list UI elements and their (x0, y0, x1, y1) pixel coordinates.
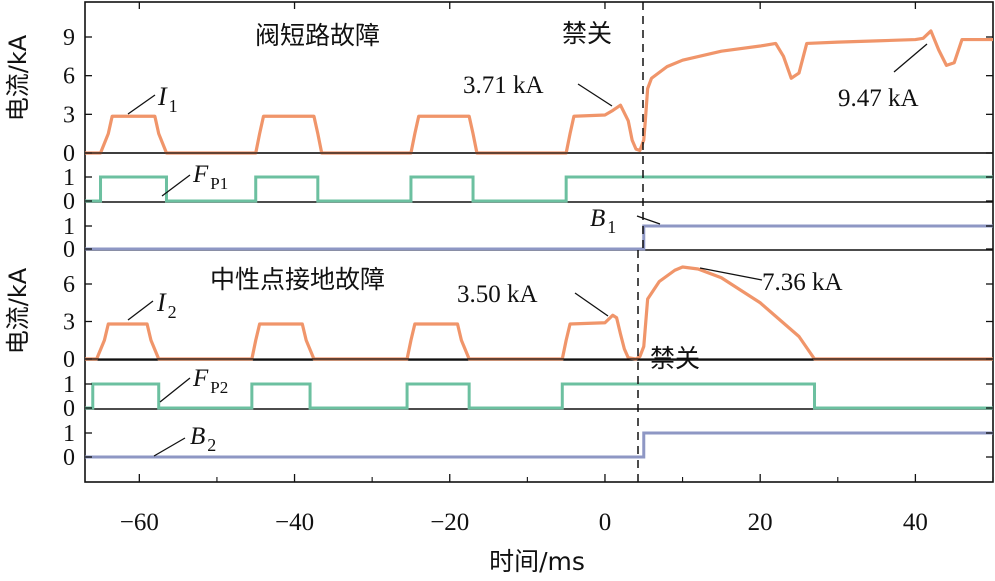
annotation-block-upper: 禁关 (562, 19, 612, 48)
y-tick-label: 1 (63, 421, 75, 447)
leader-7-36 (699, 267, 763, 281)
panel-i1-title: 阀短路故障 (255, 21, 380, 50)
y-tick-label: 1 (63, 165, 75, 191)
leader-9-47 (893, 43, 928, 73)
annotation-9-47: 9.47 kA (838, 85, 919, 112)
series-i1 (85, 29, 993, 155)
x-tick-label: −60 (120, 509, 159, 536)
series-fp1 (85, 175, 993, 203)
y-tick-label: 0 (63, 189, 75, 215)
x-tick-label: 20 (748, 509, 773, 536)
x-tick-label: 40 (903, 509, 928, 536)
leader-i2 (127, 300, 154, 321)
leader-3-71 (577, 83, 613, 107)
x-tick-label: 0 (599, 509, 612, 536)
leader-3-50 (574, 292, 609, 317)
annotation-3-71: 3.71 kA (463, 72, 544, 99)
panel-i1-ylabel: 电流/kA (4, 34, 32, 121)
leader-lines (127, 43, 928, 457)
annotation-3-50: 3.50 kA (457, 281, 538, 308)
leader-b2 (153, 437, 186, 457)
panel-i2-ylabel: 电流/kA (4, 267, 32, 354)
y-tick-label: 1 (63, 372, 75, 398)
y-tick-label: 6 (63, 64, 75, 90)
leader-i1 (127, 94, 156, 115)
series-label-fp2: F P2 (192, 365, 228, 397)
annotation-block-lower: 禁关 (650, 344, 700, 373)
series-label-fp1: F P1 (192, 161, 228, 193)
y-tick-label: 0 (63, 396, 75, 422)
y-tick-label: 0 (63, 141, 75, 167)
x-tick-label: −40 (275, 509, 314, 536)
x-tick-label: −20 (430, 509, 469, 536)
y-tick-label: 0 (63, 237, 75, 263)
panel-i2-title: 中性点接地故障 (210, 265, 385, 294)
plot-frame (84, 1, 994, 483)
y-tick-label: 3 (63, 102, 75, 128)
y-tick-label: 9 (63, 25, 75, 51)
traces (85, 29, 993, 459)
leader-fp2 (159, 377, 191, 403)
series-fp2 (85, 382, 993, 410)
y-tick-label: 1 (63, 214, 75, 240)
series-b1 (85, 224, 993, 251)
y-tick-label: 3 (63, 310, 75, 336)
annotation-7-36: 7.36 kA (762, 269, 843, 296)
leader-fp1 (161, 174, 191, 197)
y-tick-label: 6 (63, 272, 75, 298)
series-b2 (85, 431, 993, 459)
leader-b1 (636, 215, 661, 225)
block-markers (637, 2, 644, 482)
y-tick-label: 0 (63, 445, 75, 471)
x-axis-label: 时间/ms (489, 547, 585, 576)
y-tick-label: 0 (63, 347, 75, 373)
